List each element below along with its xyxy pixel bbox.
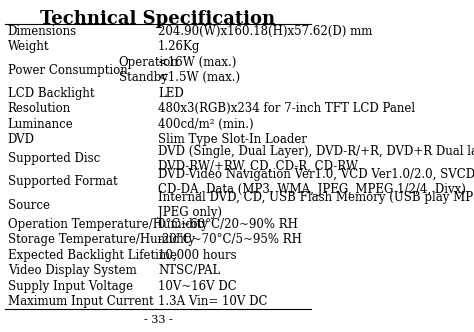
Text: 10V~16V DC: 10V~16V DC	[158, 280, 237, 292]
Text: Resolution: Resolution	[8, 102, 71, 115]
Text: JPEG only): JPEG only)	[158, 206, 222, 219]
Text: 0°C~60°C/20~90% RH: 0°C~60°C/20~90% RH	[158, 218, 298, 231]
Text: Maximum Input Current: Maximum Input Current	[8, 295, 153, 308]
Text: Operation: Operation	[119, 56, 179, 69]
Text: Storage Temperature/Humidity: Storage Temperature/Humidity	[8, 233, 195, 246]
Text: LED: LED	[158, 87, 184, 100]
Text: Video Display System: Video Display System	[8, 264, 137, 277]
Text: 10,000 hours: 10,000 hours	[158, 249, 237, 262]
Text: DVD-Video Navigation Ver1.0, VCD Ver1.0/2.0, SVCD,: DVD-Video Navigation Ver1.0, VCD Ver1.0/…	[158, 168, 474, 181]
Text: DVD: DVD	[8, 133, 35, 146]
Text: 1.3A Vin= 10V DC: 1.3A Vin= 10V DC	[158, 295, 267, 308]
Text: CD-DA, Data (MP3, WMA, JPEG, MPEG 1/2/4, Divx): CD-DA, Data (MP3, WMA, JPEG, MPEG 1/2/4,…	[158, 183, 466, 196]
Text: Slim Type Slot-In Loader: Slim Type Slot-In Loader	[158, 133, 307, 146]
Text: - 33 -: - 33 -	[144, 315, 173, 325]
Text: Supply Input Voltage: Supply Input Voltage	[8, 280, 133, 292]
Text: Luminance: Luminance	[8, 118, 73, 130]
Text: 480x3(RGB)x234 for 7-inch TFT LCD Panel: 480x3(RGB)x234 for 7-inch TFT LCD Panel	[158, 102, 415, 115]
Text: Source: Source	[8, 199, 50, 211]
Text: -20°C~70°C/5~95% RH: -20°C~70°C/5~95% RH	[158, 233, 302, 246]
Text: Dimensions: Dimensions	[8, 25, 77, 38]
Text: Technical Specification: Technical Specification	[40, 10, 275, 28]
Text: Internal DVD, CD, USB Flash Memory (USB play MP3,: Internal DVD, CD, USB Flash Memory (USB …	[158, 191, 474, 204]
Text: DVD (Single, Dual Layer), DVD-R/+R, DVD+R Dual layer,: DVD (Single, Dual Layer), DVD-R/+R, DVD+…	[158, 145, 474, 158]
Text: 204.90(W)x160.18(H)x57.62(D) mm: 204.90(W)x160.18(H)x57.62(D) mm	[158, 25, 373, 38]
Text: NTSC/PAL: NTSC/PAL	[158, 264, 220, 277]
Text: Expected Backlight Lifetime: Expected Backlight Lifetime	[8, 249, 177, 262]
Text: <16W (max.): <16W (max.)	[158, 56, 237, 69]
Text: DVD-RW/+RW, CD, CD-R, CD-RW: DVD-RW/+RW, CD, CD-R, CD-RW	[158, 160, 358, 173]
Text: 400cd/m² (min.): 400cd/m² (min.)	[158, 118, 254, 130]
Text: Power Consumption: Power Consumption	[8, 63, 128, 77]
Text: Operation Temperature/Humidity: Operation Temperature/Humidity	[8, 218, 208, 231]
Text: Weight: Weight	[8, 41, 49, 53]
Text: 1.26Kg: 1.26Kg	[158, 41, 201, 53]
Text: Standby: Standby	[119, 71, 168, 84]
Text: <1.5W (max.): <1.5W (max.)	[158, 71, 240, 84]
Text: LCD Backlight: LCD Backlight	[8, 87, 94, 100]
Text: Supported Format: Supported Format	[8, 175, 117, 189]
Text: Supported Disc: Supported Disc	[8, 152, 100, 165]
